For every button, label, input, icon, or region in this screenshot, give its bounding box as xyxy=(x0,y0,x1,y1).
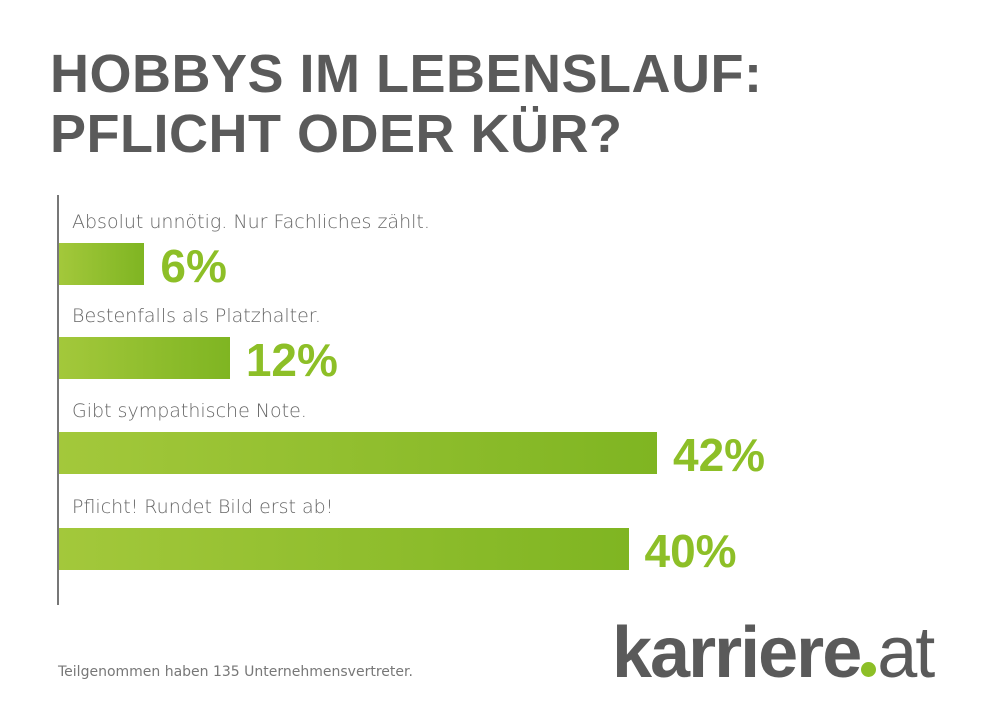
logo-suffix: at xyxy=(877,613,935,693)
value-label: 12% xyxy=(245,334,338,386)
value-label: 40% xyxy=(644,525,737,577)
category-label: Bestenfalls als Platzhalter. xyxy=(72,305,321,327)
value-label: 42% xyxy=(673,429,766,481)
footnote: Teilgenommen haben 135 Unternehmensvertr… xyxy=(58,664,413,680)
karriere-logo: karriere at xyxy=(612,612,935,694)
bar xyxy=(59,337,230,379)
logo-main: karriere xyxy=(612,613,862,693)
title-line-1: HOBBYS IM LEBENSLAUF: xyxy=(50,44,763,104)
bar xyxy=(59,243,145,285)
category-label: Absolut unnötig. Nur Fachliches zählt. xyxy=(72,211,430,233)
chart-title: HOBBYS IM LEBENSLAUF: PFLICHT ODER KÜR? xyxy=(50,44,763,164)
logo-dot-icon xyxy=(861,662,877,677)
category-label: Gibt sympathische Note. xyxy=(72,400,307,422)
category-label: Pflicht! Rundet Bild erst ab! xyxy=(72,496,334,518)
bar xyxy=(59,432,657,474)
value-label: 6% xyxy=(160,240,227,292)
y-axis-line xyxy=(57,195,59,605)
title-line-2: PFLICHT ODER KÜR? xyxy=(50,104,623,164)
bar xyxy=(59,528,629,570)
